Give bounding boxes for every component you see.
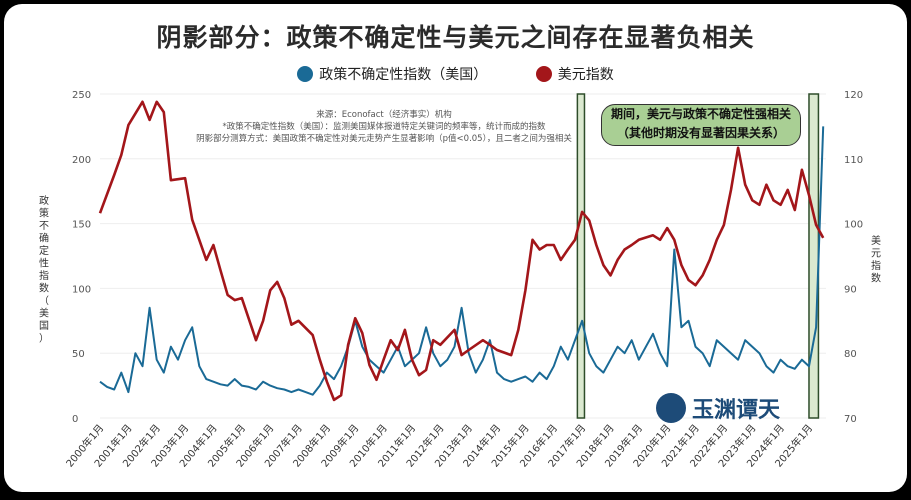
legend-marker-dxy	[535, 66, 552, 82]
legend: 政策不确定性指数（美国） 美元指数	[4, 64, 907, 86]
y-axis-label-left-char: 性	[39, 257, 49, 270]
logo-mark-icon	[656, 393, 686, 423]
y-axis-label-left-char: ）	[39, 333, 49, 345]
y-axis-label-left-char: 定	[39, 244, 49, 257]
y-axis-label-left-char: 国	[39, 320, 49, 332]
y-tick-right: 70	[844, 414, 857, 425]
series-line-policy-uncertainty	[99, 126, 825, 396]
legend-label-dxy: 美元指数	[557, 67, 614, 83]
y-axis-label-left-char: 策	[39, 207, 49, 220]
chart-card: 阴影部分：政策不确定性与美元之间存在显著负相关 政策不确定性指数（美国） 美元指…	[4, 4, 907, 492]
y-axis-label-left-char: 不	[39, 221, 49, 232]
y-tick-left: 200	[72, 155, 91, 166]
y-axis-label-right-char: 美	[871, 234, 881, 247]
shaded-period	[808, 93, 820, 419]
y-tick-right: 100	[844, 220, 863, 231]
y-axis-label-right-char: 指	[871, 259, 881, 272]
chart-title: 阴影部分：政策不确定性与美元之间存在显著负相关	[156, 23, 755, 52]
y-axis-label-left-char: 数	[39, 282, 49, 295]
y-tick-left: 50	[72, 349, 85, 360]
legend-item-epu: 政策不确定性指数（美国）	[297, 64, 487, 84]
y-tick-left: 0	[72, 414, 78, 425]
y-tick-right: 80	[844, 349, 857, 360]
series-line-dollar-index	[98, 100, 825, 402]
y-axis-label-left-char: 指	[39, 269, 49, 282]
legend-item-dxy: 美元指数	[535, 64, 614, 84]
y-axis-label-left-char: 政	[39, 194, 49, 207]
y-axis-label-right-char: 元	[871, 249, 881, 260]
logo: 玉渊谭天	[656, 392, 780, 424]
y-tick-left: 250	[72, 90, 91, 101]
source-note: *政策不确定性指数（美国）：监测美国媒体报道特定关键词的频率等，统计而成的指数	[222, 121, 546, 132]
y-axis-label-left-char: （	[39, 295, 49, 307]
callout-box: 期间，美元与政策不确定性强相关 （其他时期没有显著因果关系）	[601, 104, 801, 146]
callout-line-2: （其他时期没有显著因果关系）	[616, 126, 785, 140]
shaded-period	[576, 93, 586, 419]
y-tick-right: 120	[844, 90, 863, 101]
y-tick-right: 110	[844, 155, 863, 166]
y-tick-right: 90	[844, 284, 857, 295]
logo-text: 玉渊谭天	[692, 397, 781, 423]
legend-marker-epu	[297, 66, 314, 82]
y-axis-label-left-char: 确	[39, 232, 49, 245]
chart-plot: 0 50 100 150 200 250 70 80 90 100 110 120 来源：Econofa…	[39, 90, 881, 470]
y-axis-label-right-char: 数	[871, 272, 881, 285]
legend-label-epu: 政策不确定性指数（美国）	[319, 67, 488, 83]
callout-line-1: 期间，美元与政策不确定性强相关	[610, 107, 791, 121]
source-note: 来源：Econofact（经济事实）机构	[316, 109, 452, 120]
y-tick-left: 150	[72, 220, 91, 231]
y-tick-left: 100	[72, 284, 91, 295]
y-axis-label-left-char: 美	[39, 307, 49, 320]
source-note: 阴影部分测算方式：美国政策不确定性对美元走势产生显著影响（p值<0.05），且二…	[196, 133, 572, 144]
